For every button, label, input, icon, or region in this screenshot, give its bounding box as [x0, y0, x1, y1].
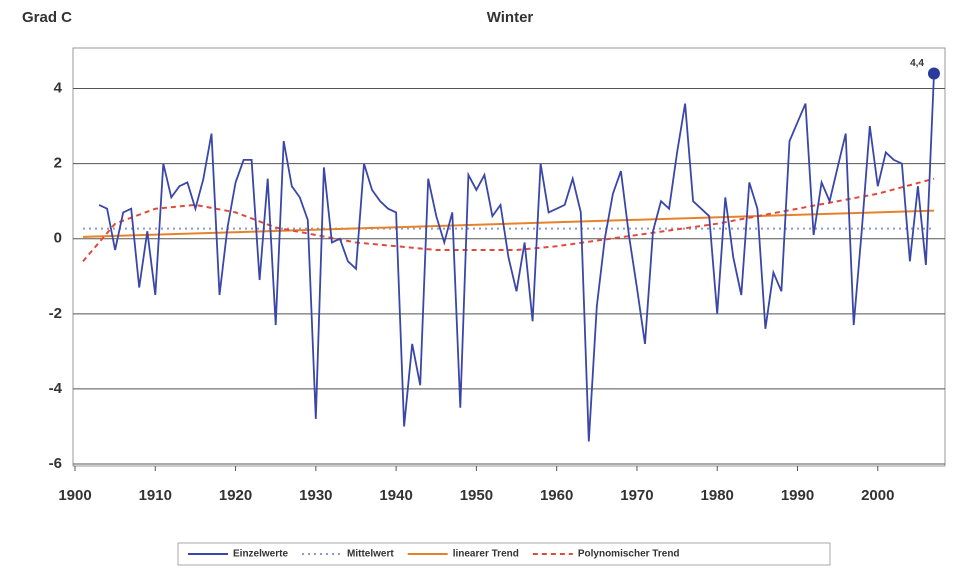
x-tick-label: 1940	[379, 487, 412, 504]
x-tick-label: 1930	[299, 487, 332, 504]
legend-label: Einzelwerte	[233, 549, 288, 560]
x-tick-label: 1950	[460, 487, 493, 504]
chart-title: Winter	[487, 9, 534, 26]
legend-label: linearer Trend	[453, 549, 519, 560]
x-tick-label: 1900	[58, 487, 91, 504]
y-tick-label: -6	[49, 455, 62, 472]
y-tick-label: -4	[49, 380, 63, 397]
annotation-label: 4,4	[910, 58, 924, 69]
x-tick-label: 1920	[219, 487, 252, 504]
x-tick-label: 1990	[781, 487, 814, 504]
x-tick-label: 1910	[139, 487, 172, 504]
series-line	[98, 73, 935, 442]
series-line	[82, 209, 935, 238]
y-tick-label: 2	[54, 155, 62, 172]
x-tick-label: 1980	[701, 487, 734, 504]
x-tick-label: 2000	[861, 487, 894, 504]
y-axis-label: Grad C	[22, 9, 72, 26]
y-tick-label: -2	[49, 305, 62, 322]
y-tick-label: 0	[54, 230, 62, 247]
y-tick-label: 4	[54, 80, 63, 97]
legend-label: Polynomischer Trend	[578, 549, 680, 560]
x-tick-label: 1960	[540, 487, 573, 504]
legend	[177, 542, 831, 566]
legend-label: Mittelwert	[347, 549, 394, 560]
x-tick-label: 1970	[620, 487, 653, 504]
highlight-point	[927, 67, 940, 80]
